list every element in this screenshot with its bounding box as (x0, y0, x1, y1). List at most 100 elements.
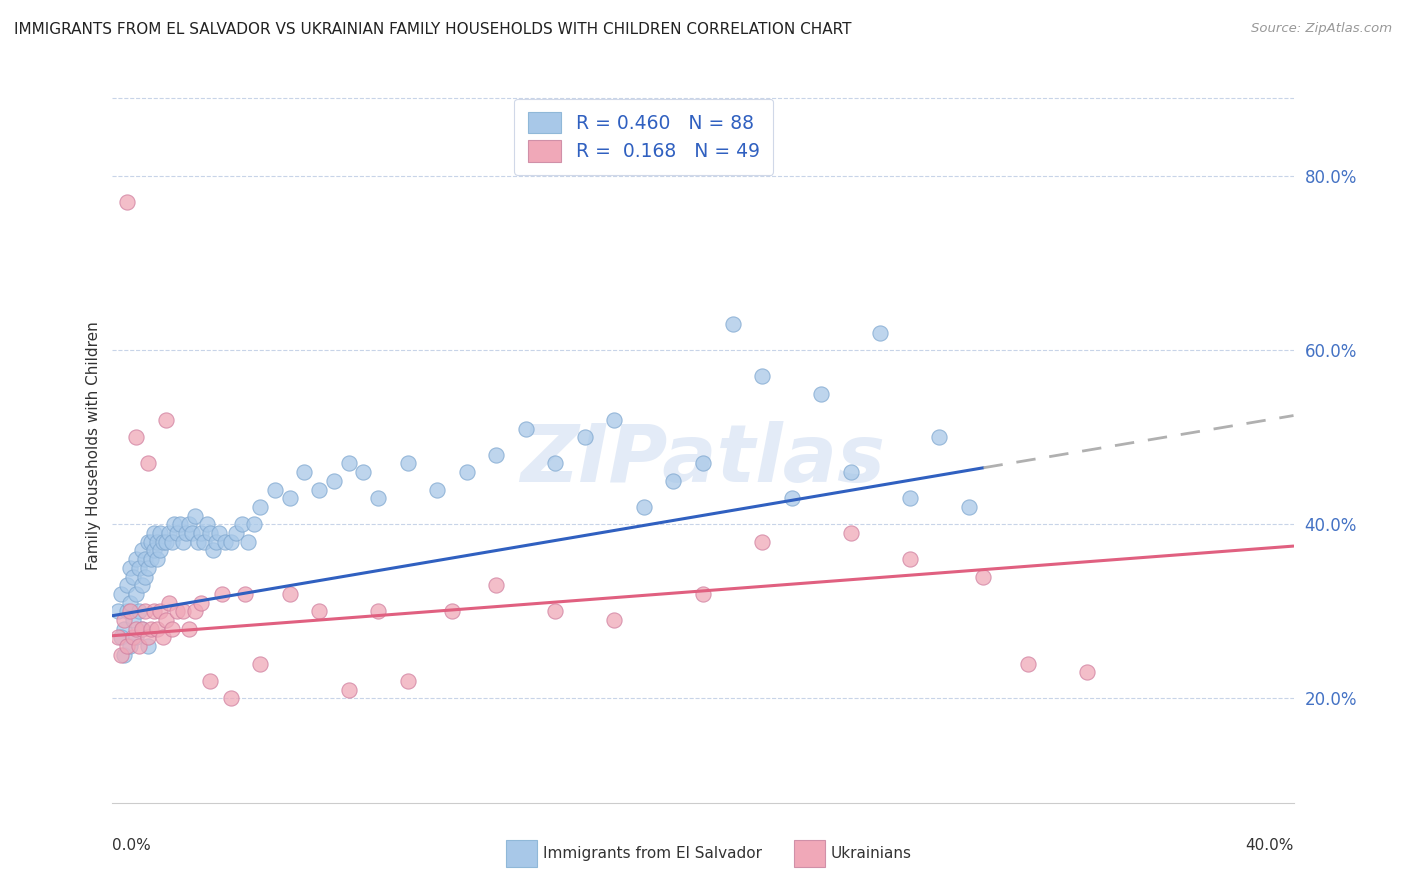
Point (110, 587, 132, 601)
Point (219, 691, 242, 706)
Point (337, 682, 360, 697)
Point (751, 534, 773, 549)
Point (155, 613, 177, 627)
Point (1017, 657, 1039, 671)
Point (125, 631, 148, 645)
Point (134, 569, 156, 583)
Point (120, 639, 142, 653)
Point (898, 491, 921, 506)
Point (136, 561, 159, 575)
Point (142, 526, 165, 541)
Point (131, 578, 153, 592)
Point (441, 604, 464, 618)
Point (120, 596, 142, 610)
Point (169, 517, 191, 532)
Point (131, 622, 153, 636)
Point (1076, 665, 1098, 680)
Point (190, 596, 212, 610)
Point (136, 639, 159, 653)
Point (692, 457, 714, 471)
Point (155, 534, 177, 549)
Point (308, 604, 330, 618)
Point (485, 578, 508, 592)
Point (839, 465, 862, 479)
Point (131, 543, 153, 558)
Point (179, 517, 201, 532)
Point (139, 534, 162, 549)
Text: Immigrants from El Salvador: Immigrants from El Salvador (543, 847, 762, 861)
Point (337, 457, 360, 471)
Point (117, 639, 138, 653)
Point (117, 604, 138, 618)
Point (278, 587, 301, 601)
Point (198, 673, 221, 688)
Point (120, 604, 142, 618)
Point (426, 483, 449, 497)
Point (125, 552, 148, 566)
Point (181, 526, 204, 541)
Point (184, 508, 207, 523)
Point (146, 622, 169, 636)
Point (198, 526, 221, 541)
Point (157, 526, 180, 541)
Point (231, 517, 253, 532)
Point (125, 430, 148, 444)
Point (233, 587, 256, 601)
Text: Ukrainians: Ukrainians (831, 847, 912, 861)
Point (208, 526, 231, 541)
Point (193, 534, 215, 549)
Point (751, 369, 773, 384)
Point (225, 526, 247, 541)
Point (869, 326, 891, 340)
Point (128, 639, 150, 653)
Point (201, 543, 224, 558)
Point (107, 631, 129, 645)
Point (136, 534, 159, 549)
Point (352, 465, 374, 479)
Point (485, 448, 508, 462)
Point (323, 474, 346, 488)
Point (603, 613, 626, 627)
Point (928, 430, 950, 444)
Point (139, 622, 162, 636)
Point (184, 604, 207, 618)
Point (166, 526, 188, 541)
Point (160, 622, 183, 636)
Point (249, 657, 271, 671)
Point (205, 534, 228, 549)
Text: ZIPatlas: ZIPatlas (520, 421, 886, 500)
Point (112, 648, 135, 662)
Point (136, 457, 159, 471)
Point (214, 534, 236, 549)
Point (134, 604, 156, 618)
Text: 40.0%: 40.0% (1246, 838, 1294, 853)
Point (544, 457, 567, 471)
Point (122, 569, 145, 583)
Point (278, 491, 301, 506)
Point (125, 622, 148, 636)
Point (456, 465, 478, 479)
Point (692, 587, 714, 601)
Point (117, 195, 138, 210)
Point (146, 534, 169, 549)
Point (139, 552, 162, 566)
Text: 0.0%: 0.0% (112, 838, 152, 853)
Point (122, 631, 145, 645)
Point (112, 613, 135, 627)
Point (172, 604, 194, 618)
Point (166, 604, 188, 618)
Point (190, 526, 212, 541)
Legend: R = 0.460   N = 88, R =  0.168   N = 49: R = 0.460 N = 88, R = 0.168 N = 49 (515, 99, 773, 175)
Point (172, 534, 194, 549)
Point (308, 483, 330, 497)
Point (396, 673, 419, 688)
Point (238, 534, 260, 549)
Point (264, 483, 287, 497)
Point (898, 552, 921, 566)
Point (149, 526, 172, 541)
Point (128, 604, 150, 618)
Point (292, 465, 315, 479)
Point (155, 413, 177, 427)
Text: Source: ZipAtlas.com: Source: ZipAtlas.com (1251, 22, 1392, 36)
Point (839, 526, 862, 541)
